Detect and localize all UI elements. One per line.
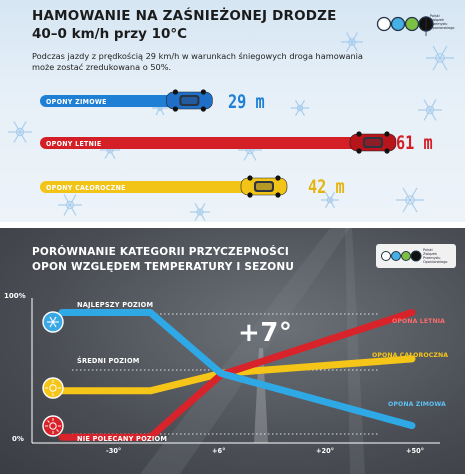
series-label-winter: OPONA ZIMOWA	[388, 401, 446, 408]
logo-line: Związek	[430, 18, 444, 22]
temperature-crossover-annotation: +7°	[238, 318, 293, 348]
x-tick: +20°	[316, 447, 334, 455]
level-not-recommended: NIE POLECANY POZIOM	[77, 435, 168, 443]
braking-description: Podczas jazdy z prędkością 29 km/h w war…	[32, 51, 363, 72]
logo-line: Oponiarskiego	[423, 260, 448, 264]
logo-line: Przemysłu	[430, 22, 448, 26]
snowflake-icon	[396, 187, 424, 213]
grip-panel: PORÓWNANIE KATEGORII PRZYCZEPNOŚCI OPON …	[0, 228, 465, 474]
grip-lines	[58, 309, 416, 441]
series-label-summer: OPONA LETNIA	[392, 318, 446, 325]
car-icon	[166, 89, 213, 112]
snowflake-decorations	[8, 32, 454, 221]
logo-text: Polski Związek Przemysłu Oponiarskiego	[430, 14, 454, 30]
sun-icon	[42, 415, 64, 437]
snowflake-icon	[426, 45, 454, 71]
level-average: ŚREDNI POZIOM	[77, 357, 140, 365]
snowflake-icon	[42, 311, 64, 333]
braking-bars	[40, 89, 397, 198]
braking-title: HAMOWANIE NA ZAŚNIEŻONEJ DRODZE	[32, 8, 337, 24]
grip-title: PORÓWNANIE KATEGORII PRZYCZEPNOŚCI	[32, 246, 290, 258]
series-line	[58, 309, 416, 441]
y-tick-100: 100%	[4, 292, 26, 300]
logo-line: Związek	[423, 252, 437, 256]
grip-chart	[31, 228, 456, 474]
snowflake-icon	[58, 194, 82, 216]
braking-chart	[8, 16, 454, 221]
car-icon	[349, 131, 397, 154]
sun-snow-icon	[42, 377, 64, 399]
series-line	[58, 355, 416, 395]
logo-line: Oponiarskiego	[430, 26, 455, 30]
series-line	[58, 309, 416, 430]
bar-label-summer: OPONY LETNIE	[46, 140, 102, 148]
braking-bar	[40, 181, 281, 193]
snowflake-icon	[341, 32, 363, 52]
snowflake-icon	[291, 99, 309, 117]
snowflake-icon	[100, 141, 120, 159]
snowflake-icon	[190, 203, 210, 221]
snowflake-icon	[321, 191, 339, 209]
level-best: NAJLEPSZY POZIOM	[77, 301, 154, 309]
x-tick: +50°	[406, 447, 424, 455]
bar-label-allseason: OPONY CAŁOROCZNE	[46, 184, 126, 192]
x-tick: -30°	[106, 447, 122, 455]
braking-bar	[40, 137, 390, 149]
bar-label-winter: OPONY ZIMOWE	[46, 98, 107, 106]
x-tick: +6°	[212, 447, 226, 455]
logo-line: Przemysłu	[423, 256, 441, 260]
braking-bar	[40, 95, 207, 107]
bar-value-winter: 29 m	[228, 91, 265, 113]
bar-value-allseason: 42 m	[308, 176, 345, 198]
grip-subtitle: OPON WZGLĘDEM TEMPERATURY I SEZONU	[32, 261, 295, 273]
logo-text: Polski Związek Przemysłu Oponiarskiego	[423, 248, 447, 264]
braking-subtitle: 40–0 km/h przy 10°C	[32, 26, 188, 42]
snowflake-icon	[418, 99, 442, 121]
bar-value-summer: 61 m	[396, 132, 433, 154]
snowflake-icon	[8, 121, 32, 143]
y-tick-0: 0%	[12, 435, 24, 443]
logo-icon	[376, 16, 434, 36]
logo-line: Polski	[423, 248, 433, 252]
logo-icon	[376, 244, 456, 268]
series-label-allseason: OPONA CAŁOROCZNA	[372, 352, 449, 359]
car-icon	[240, 175, 288, 198]
logo-line: Polski	[430, 14, 440, 18]
braking-panel: HAMOWANIE NA ZAŚNIEŻONEJ DRODZE 40–0 km/…	[0, 0, 465, 222]
